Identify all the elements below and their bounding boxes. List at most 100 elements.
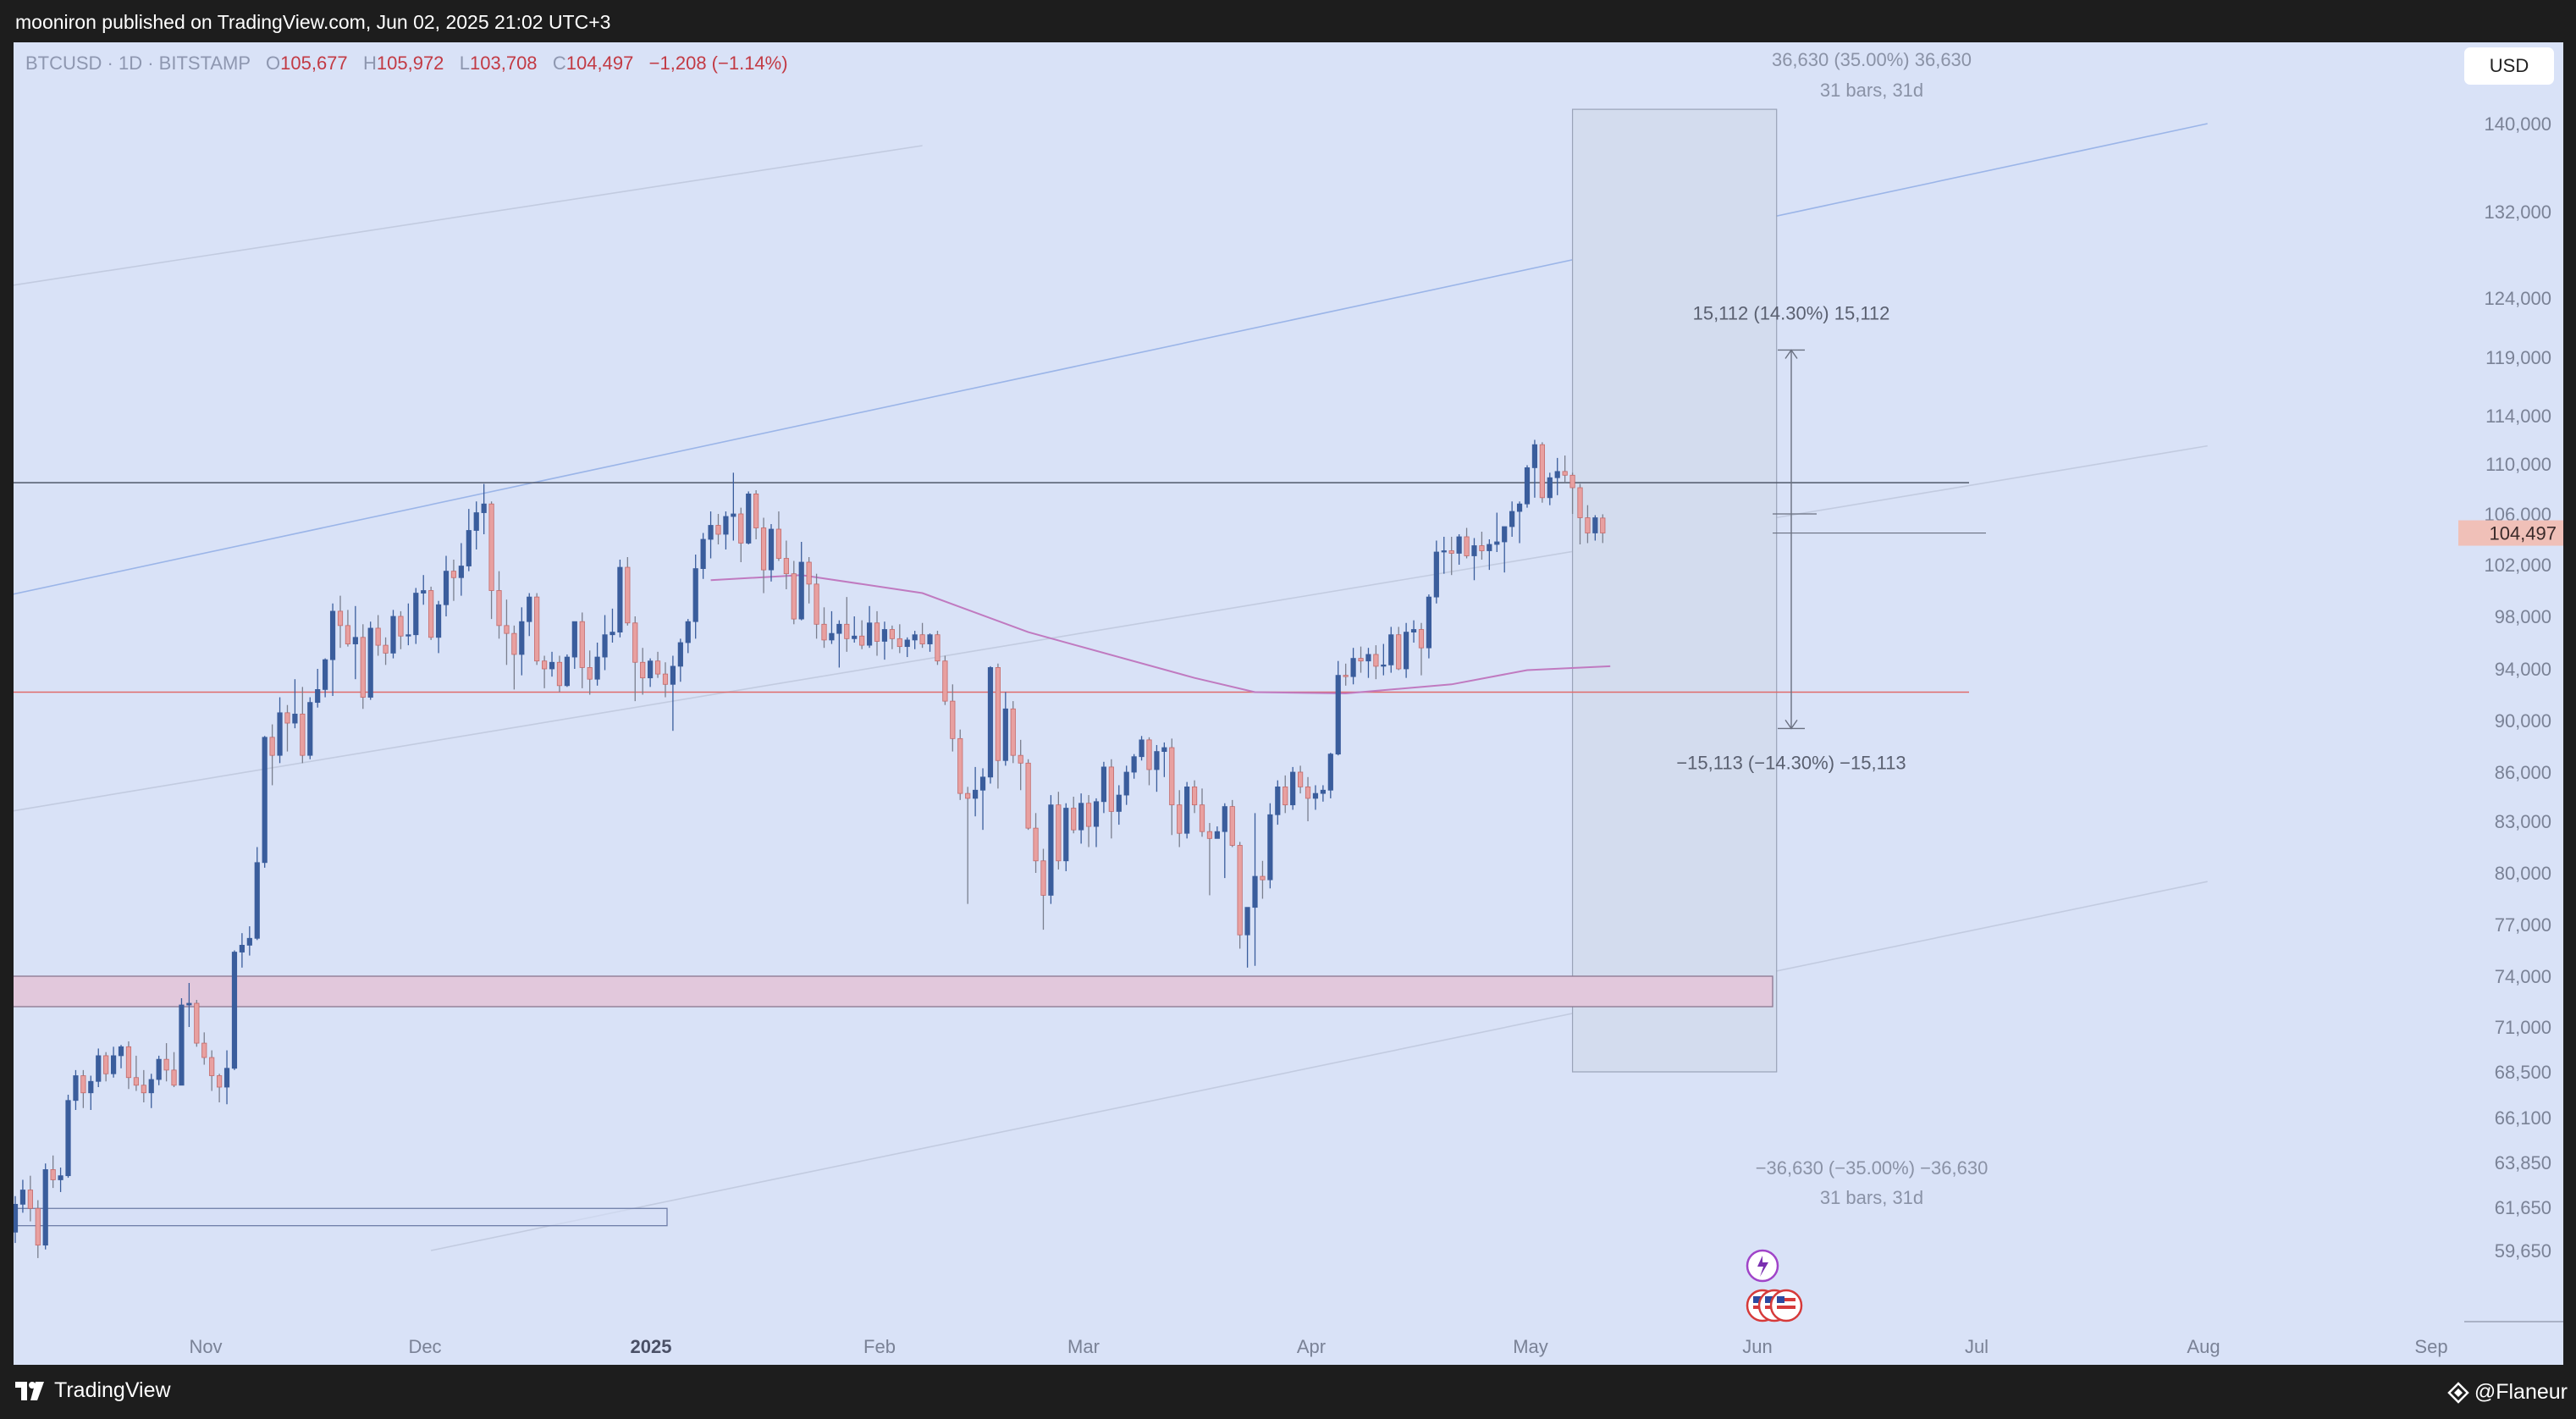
- candle-body: [292, 713, 298, 724]
- candle-body: [1169, 747, 1175, 806]
- candle-body: [73, 1075, 79, 1102]
- candle-body: [896, 638, 902, 648]
- candle-body: [715, 525, 721, 535]
- candle: [1085, 795, 1092, 848]
- candle-body: [768, 528, 775, 571]
- candle: [1327, 753, 1333, 798]
- candle-body: [1040, 860, 1046, 896]
- candle: [269, 724, 275, 786]
- candle-body: [987, 667, 994, 778]
- candle: [35, 1200, 41, 1258]
- candle: [1448, 537, 1454, 576]
- y-axis-label: 61,650: [2495, 1197, 2551, 1218]
- flag-canton: [1777, 1296, 1784, 1303]
- candle: [209, 1050, 215, 1091]
- candle: [1381, 643, 1387, 676]
- candle-body: [927, 634, 933, 644]
- candle-body: [125, 1046, 132, 1079]
- y-axis-label: 68,500: [2495, 1062, 2551, 1083]
- candle-body: [1531, 444, 1538, 468]
- candle: [1569, 472, 1575, 514]
- candle: [1123, 765, 1129, 805]
- candle-body: [617, 566, 623, 632]
- price-chart[interactable]: 15,112 (14.30%) 15,112 −15,113 (−14.30%) …: [14, 42, 2563, 1365]
- candle-body: [1298, 771, 1304, 787]
- candle-body: [269, 737, 275, 756]
- candle: [738, 507, 744, 562]
- candle: [965, 787, 971, 904]
- candle-body: [594, 656, 600, 680]
- high-label: H: [363, 52, 377, 74]
- candle: [1078, 793, 1084, 844]
- open-label: O: [266, 52, 281, 74]
- candle-body: [829, 632, 835, 641]
- candle-body: [421, 590, 427, 594]
- date-price-range-box: [1571, 108, 1778, 1073]
- candle: [1237, 842, 1243, 949]
- candle: [110, 1046, 117, 1078]
- candle: [383, 637, 389, 665]
- candle-body: [602, 634, 608, 658]
- candle: [27, 1175, 33, 1222]
- candle-body: [1479, 545, 1485, 551]
- candle: [1063, 803, 1069, 871]
- candle-body: [995, 667, 1001, 761]
- candle-body: [708, 525, 714, 540]
- candle: [1600, 514, 1606, 544]
- lightning-icon: [1757, 1256, 1768, 1277]
- candle-body: [1184, 787, 1190, 834]
- candle-body: [1396, 634, 1402, 670]
- candle: [488, 501, 494, 620]
- candle: [65, 1095, 71, 1179]
- candle-body: [209, 1057, 215, 1076]
- candle: [217, 1074, 223, 1102]
- y-axis-label: 71,000: [2495, 1017, 2551, 1038]
- x-axis-label: Jul: [1965, 1336, 1989, 1357]
- candle-body: [1426, 596, 1432, 649]
- candle-body: [428, 590, 434, 638]
- author-credit[interactable]: @Flaneur: [2447, 1380, 2568, 1405]
- candle: [1139, 736, 1145, 761]
- candle-body: [246, 937, 252, 946]
- candle-body: [383, 644, 389, 654]
- x-axis-label: Feb: [863, 1336, 896, 1357]
- candle: [398, 610, 404, 649]
- candle-body: [171, 1069, 177, 1086]
- candle-body: [935, 634, 940, 662]
- candle-body: [323, 659, 328, 690]
- candle: [979, 768, 986, 831]
- candle-body: [965, 792, 971, 799]
- channel-line: [14, 444, 2208, 812]
- candle-body: [587, 667, 593, 680]
- candle-body: [1177, 804, 1183, 834]
- chart-area[interactable]: 15,112 (14.30%) 15,112 −15,113 (−14.30%) …: [14, 42, 2563, 1365]
- tradingview-brand[interactable]: TradingView: [15, 1378, 171, 1403]
- candle: [390, 610, 396, 659]
- candle: [571, 621, 577, 669]
- candle-body: [889, 629, 895, 639]
- candle-body: [753, 494, 759, 528]
- candle: [889, 625, 895, 649]
- candle-body: [345, 625, 351, 644]
- candle-body: [14, 1203, 19, 1233]
- candle: [632, 616, 638, 702]
- publisher-line: mooniron published on TradingView.com, J…: [15, 11, 611, 33]
- candle-body: [337, 610, 344, 627]
- candle-body: [27, 1190, 33, 1209]
- candle-body: [1222, 806, 1227, 832]
- candle: [1312, 785, 1319, 810]
- candle-body: [1592, 517, 1598, 533]
- candle: [1554, 457, 1560, 495]
- y-axis-label: 77,000: [2495, 914, 2551, 936]
- candle: [881, 621, 888, 660]
- currency-button[interactable]: USD: [2464, 47, 2554, 85]
- candle: [186, 983, 192, 1027]
- candle-body: [65, 1100, 71, 1177]
- arrow-down-head: [1784, 719, 1798, 730]
- candle: [443, 555, 450, 616]
- candle: [1426, 594, 1432, 659]
- candle-body: [284, 712, 290, 724]
- candle-body: [957, 737, 963, 794]
- candle: [1479, 532, 1485, 560]
- candle: [617, 560, 623, 638]
